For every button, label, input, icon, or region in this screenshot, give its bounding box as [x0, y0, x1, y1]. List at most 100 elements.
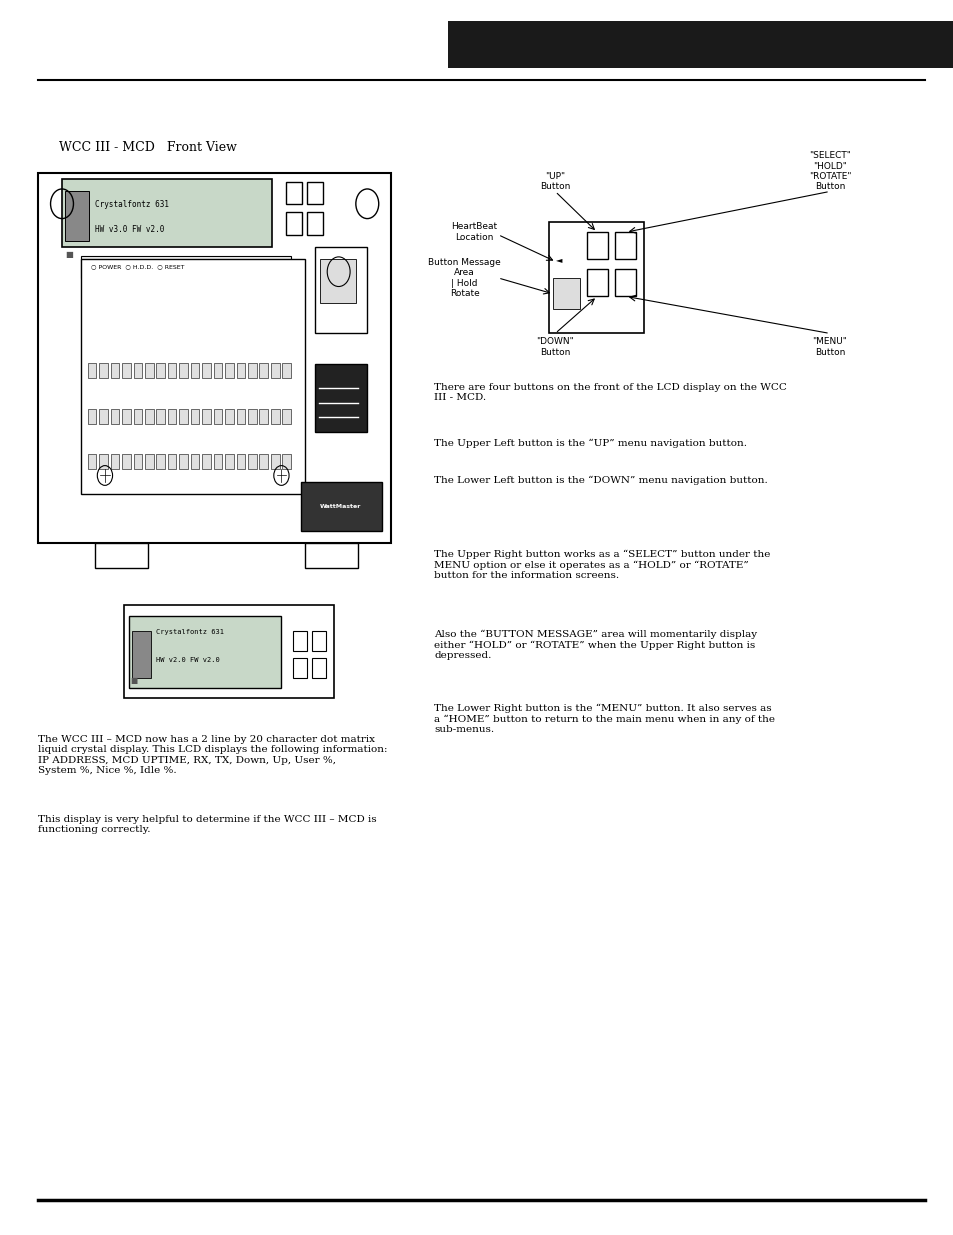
FancyBboxPatch shape	[282, 454, 291, 469]
Text: Also the “BUTTON MESSAGE” area will momentarily display
either “HOLD” or “ROTATE: Also the “BUTTON MESSAGE” area will mome…	[434, 630, 757, 661]
FancyBboxPatch shape	[548, 222, 643, 333]
Text: This display is very helpful to determine if the WCC III – MCD is
functioning co: This display is very helpful to determin…	[38, 815, 376, 835]
FancyBboxPatch shape	[168, 363, 176, 378]
FancyBboxPatch shape	[314, 364, 367, 432]
Text: The Upper Left button is the “UP” menu navigation button.: The Upper Left button is the “UP” menu n…	[434, 438, 746, 448]
FancyBboxPatch shape	[65, 191, 89, 241]
FancyBboxPatch shape	[236, 363, 245, 378]
Text: ○ POWER  ○ H.D.D.  ○ RESET: ○ POWER ○ H.D.D. ○ RESET	[91, 264, 184, 269]
FancyBboxPatch shape	[202, 363, 211, 378]
Text: There are four buttons on the front of the LCD display on the WCC
III - MCD.: There are four buttons on the front of t…	[434, 383, 786, 403]
FancyBboxPatch shape	[282, 363, 291, 378]
Text: ◄: ◄	[556, 254, 562, 264]
Text: "DOWN"
Button: "DOWN" Button	[536, 337, 574, 357]
Text: "MENU"
Button: "MENU" Button	[812, 337, 846, 357]
Text: The Upper Right button works as a “SELECT” button under the
MENU option or else : The Upper Right button works as a “SELEC…	[434, 550, 770, 580]
FancyBboxPatch shape	[293, 658, 307, 678]
FancyBboxPatch shape	[156, 409, 165, 424]
FancyBboxPatch shape	[179, 409, 188, 424]
FancyBboxPatch shape	[586, 269, 607, 296]
FancyBboxPatch shape	[191, 409, 199, 424]
Text: Crystalfontz 631: Crystalfontz 631	[155, 629, 223, 635]
FancyBboxPatch shape	[156, 454, 165, 469]
FancyBboxPatch shape	[38, 173, 391, 543]
FancyBboxPatch shape	[133, 454, 142, 469]
FancyBboxPatch shape	[213, 454, 222, 469]
FancyBboxPatch shape	[286, 182, 302, 204]
FancyBboxPatch shape	[282, 409, 291, 424]
FancyBboxPatch shape	[553, 278, 579, 309]
FancyBboxPatch shape	[213, 409, 222, 424]
FancyBboxPatch shape	[293, 631, 307, 651]
FancyBboxPatch shape	[248, 363, 256, 378]
Text: The Lower Right button is the “MENU” button. It also serves as
a “HOME” button t: The Lower Right button is the “MENU” but…	[434, 704, 774, 735]
FancyBboxPatch shape	[202, 454, 211, 469]
FancyBboxPatch shape	[236, 409, 245, 424]
Text: WattMaster: WattMaster	[319, 504, 361, 509]
FancyBboxPatch shape	[99, 454, 108, 469]
FancyBboxPatch shape	[300, 482, 381, 531]
FancyBboxPatch shape	[156, 363, 165, 378]
FancyBboxPatch shape	[168, 454, 176, 469]
FancyBboxPatch shape	[225, 363, 233, 378]
FancyBboxPatch shape	[586, 232, 607, 259]
FancyBboxPatch shape	[122, 363, 131, 378]
FancyBboxPatch shape	[259, 363, 268, 378]
FancyBboxPatch shape	[145, 409, 153, 424]
FancyBboxPatch shape	[225, 409, 233, 424]
FancyBboxPatch shape	[122, 409, 131, 424]
FancyBboxPatch shape	[271, 409, 279, 424]
FancyBboxPatch shape	[191, 454, 199, 469]
FancyBboxPatch shape	[81, 259, 305, 494]
FancyBboxPatch shape	[191, 363, 199, 378]
FancyBboxPatch shape	[615, 232, 636, 259]
FancyBboxPatch shape	[615, 269, 636, 296]
FancyBboxPatch shape	[111, 454, 119, 469]
FancyBboxPatch shape	[145, 454, 153, 469]
FancyBboxPatch shape	[448, 21, 953, 68]
FancyBboxPatch shape	[259, 409, 268, 424]
FancyBboxPatch shape	[307, 182, 323, 204]
FancyBboxPatch shape	[236, 454, 245, 469]
Text: ■: ■	[131, 677, 138, 685]
FancyBboxPatch shape	[248, 454, 256, 469]
FancyBboxPatch shape	[111, 409, 119, 424]
FancyBboxPatch shape	[307, 212, 323, 235]
FancyBboxPatch shape	[111, 363, 119, 378]
FancyBboxPatch shape	[132, 631, 151, 678]
Text: The WCC III – MCD now has a 2 line by 20 character dot matrix
liquid crystal dis: The WCC III – MCD now has a 2 line by 20…	[38, 735, 387, 776]
Text: Button Message
Area
| Hold
Rotate: Button Message Area | Hold Rotate	[428, 258, 500, 298]
FancyBboxPatch shape	[122, 454, 131, 469]
FancyBboxPatch shape	[179, 454, 188, 469]
FancyBboxPatch shape	[99, 409, 108, 424]
FancyBboxPatch shape	[202, 409, 211, 424]
FancyBboxPatch shape	[312, 631, 326, 651]
FancyBboxPatch shape	[179, 363, 188, 378]
Text: HW v3.0 FW v2.0: HW v3.0 FW v2.0	[95, 225, 165, 233]
FancyBboxPatch shape	[314, 247, 367, 333]
FancyBboxPatch shape	[213, 363, 222, 378]
FancyBboxPatch shape	[99, 363, 108, 378]
FancyBboxPatch shape	[312, 658, 326, 678]
Text: ■: ■	[65, 249, 72, 259]
FancyBboxPatch shape	[133, 363, 142, 378]
FancyBboxPatch shape	[259, 454, 268, 469]
FancyBboxPatch shape	[133, 409, 142, 424]
Text: HW v2.0 FW v2.0: HW v2.0 FW v2.0	[155, 657, 219, 663]
Text: "SELECT"
"HOLD"
"ROTATE"
Button: "SELECT" "HOLD" "ROTATE" Button	[808, 151, 850, 191]
FancyBboxPatch shape	[88, 454, 96, 469]
FancyBboxPatch shape	[145, 363, 153, 378]
FancyBboxPatch shape	[124, 605, 334, 698]
FancyBboxPatch shape	[305, 543, 357, 568]
FancyBboxPatch shape	[271, 363, 279, 378]
FancyBboxPatch shape	[168, 409, 176, 424]
Text: Crystalfontz 631: Crystalfontz 631	[95, 200, 170, 209]
Text: "UP"
Button: "UP" Button	[539, 172, 570, 191]
FancyBboxPatch shape	[319, 259, 355, 303]
FancyBboxPatch shape	[248, 409, 256, 424]
Text: WCC III - MCD   Front View: WCC III - MCD Front View	[59, 141, 236, 154]
Text: The Lower Left button is the “DOWN” menu navigation button.: The Lower Left button is the “DOWN” menu…	[434, 475, 767, 485]
FancyBboxPatch shape	[95, 543, 148, 568]
Text: HeartBeat
Location: HeartBeat Location	[451, 222, 497, 242]
FancyBboxPatch shape	[225, 454, 233, 469]
